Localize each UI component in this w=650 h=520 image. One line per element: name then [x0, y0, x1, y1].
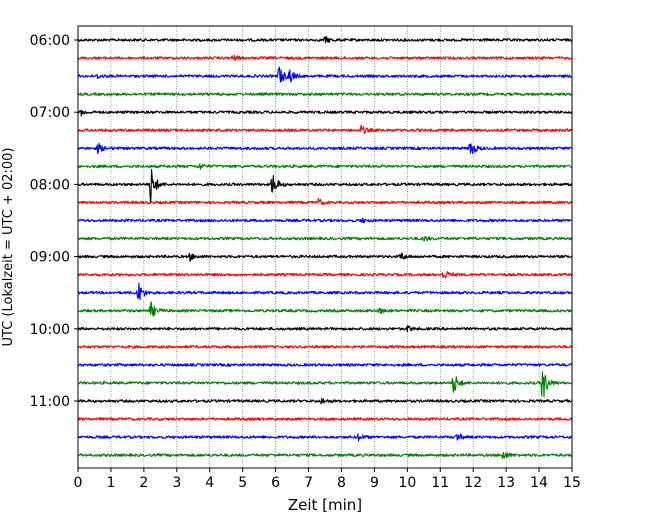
trace-row-0715 [77, 124, 573, 135]
trace-row-0615 [77, 54, 573, 61]
x-tick-label: 10 [398, 475, 416, 491]
trace-row-1145 [77, 452, 573, 459]
x-tick-label: 9 [370, 475, 379, 491]
x-tick-label: 4 [205, 475, 214, 491]
trace-row-1030 [77, 363, 573, 367]
x-tick-label: 0 [74, 475, 83, 491]
trace-row-0900 [77, 252, 573, 262]
plot-frame [77, 25, 573, 469]
y-tick-label: 09:00 [30, 250, 70, 266]
x-tick-label: 11 [431, 475, 449, 491]
trace-row-0800 [77, 168, 573, 204]
trace-row-1045 [77, 371, 573, 398]
trace-row-1115 [77, 417, 573, 421]
trace-row-0630 [77, 66, 573, 83]
x-axis-ticks: 0 1 2 3 4 5 6 7 8 9 10 11 12 13 14 15 [74, 468, 581, 491]
y-tick-label: 07:00 [30, 105, 70, 121]
trace-row-0815 [77, 197, 573, 206]
grid-lines [110, 26, 540, 468]
x-tick-label: 15 [563, 475, 581, 491]
y-tick-label: 08:00 [30, 177, 70, 193]
x-tick-label: 7 [304, 475, 313, 491]
trace-row-0645 [77, 92, 573, 96]
x-tick-label: 14 [530, 475, 548, 491]
trace-rows [77, 36, 573, 459]
x-tick-label: 1 [106, 475, 115, 491]
trace-row-1000 [77, 324, 573, 333]
x-axis-label: Zeit [min] [288, 496, 362, 514]
y-tick-label: 06:00 [30, 33, 70, 49]
y-axis-ticks: 06:00 07:00 08:00 09:00 10:00 11:00 [30, 33, 78, 410]
x-tick-label: 12 [464, 475, 482, 491]
trace-row-1130 [77, 433, 573, 442]
x-tick-label: 8 [337, 475, 346, 491]
trace-row-1015 [77, 345, 573, 349]
trace-row-1100 [77, 398, 573, 405]
trace-row-0945 [77, 301, 573, 317]
x-tick-label: 5 [238, 475, 247, 491]
trace-row-0700 [77, 110, 573, 117]
trace-row-0730 [77, 142, 573, 155]
y-tick-label: 11:00 [30, 394, 70, 410]
x-tick-label: 13 [497, 475, 515, 491]
x-tick-label: 2 [139, 475, 148, 491]
trace-row-0745 [77, 163, 573, 170]
y-axis-label: UTC (Lokalzeit = UTC + 02:00) [1, 148, 16, 347]
x-tick-label: 6 [271, 475, 280, 491]
trace-row-0830 [77, 217, 573, 224]
trace-row-0845 [77, 235, 573, 242]
y-tick-label: 10:00 [30, 322, 70, 338]
x-tick-label: 3 [172, 475, 181, 491]
trace-row-0930 [77, 282, 573, 301]
trace-row-0600 [77, 36, 573, 44]
trace-row-0915 [77, 271, 573, 279]
